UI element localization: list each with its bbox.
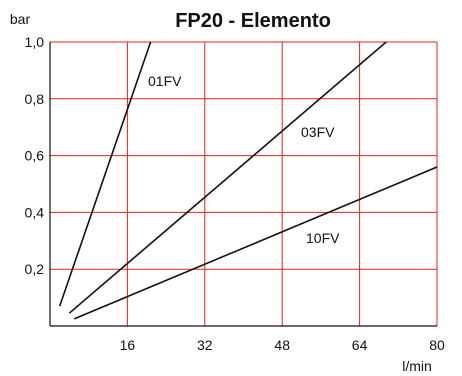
x-tick-label: 80 [429, 337, 445, 353]
y-tick-label: 0,6 [25, 148, 45, 164]
series-line-10fv [73, 166, 438, 320]
y-tick-label: 0,4 [25, 204, 45, 220]
chart-title: FP20 - Elemento [175, 10, 331, 32]
x-tick-label: 64 [352, 337, 368, 353]
series-label-03fv: 03FV [301, 124, 335, 140]
series-label-01fv: 01FV [148, 73, 182, 89]
y-tick-label: 1,0 [25, 34, 45, 50]
x-axis-label: l/min [402, 358, 432, 374]
series-labels: 01FV 03FV 10FV [148, 73, 340, 246]
series-line-03fv [68, 41, 387, 314]
y-axis-label: bar [10, 11, 31, 27]
series-line-01fv [58, 41, 152, 307]
series-label-10fv: 10FV [306, 230, 340, 246]
x-tick-label: 48 [274, 337, 290, 353]
data-series [58, 41, 438, 320]
x-tick-label: 32 [197, 337, 213, 353]
axes [49, 42, 437, 327]
grid [50, 41, 438, 326]
y-tick-label: 0,2 [25, 261, 45, 277]
x-tick-label: 16 [120, 337, 136, 353]
y-tick-label: 0,8 [25, 91, 45, 107]
tick-labels: 16 32 48 64 80 0,2 0,4 0,6 0,8 1,0 [25, 34, 445, 353]
